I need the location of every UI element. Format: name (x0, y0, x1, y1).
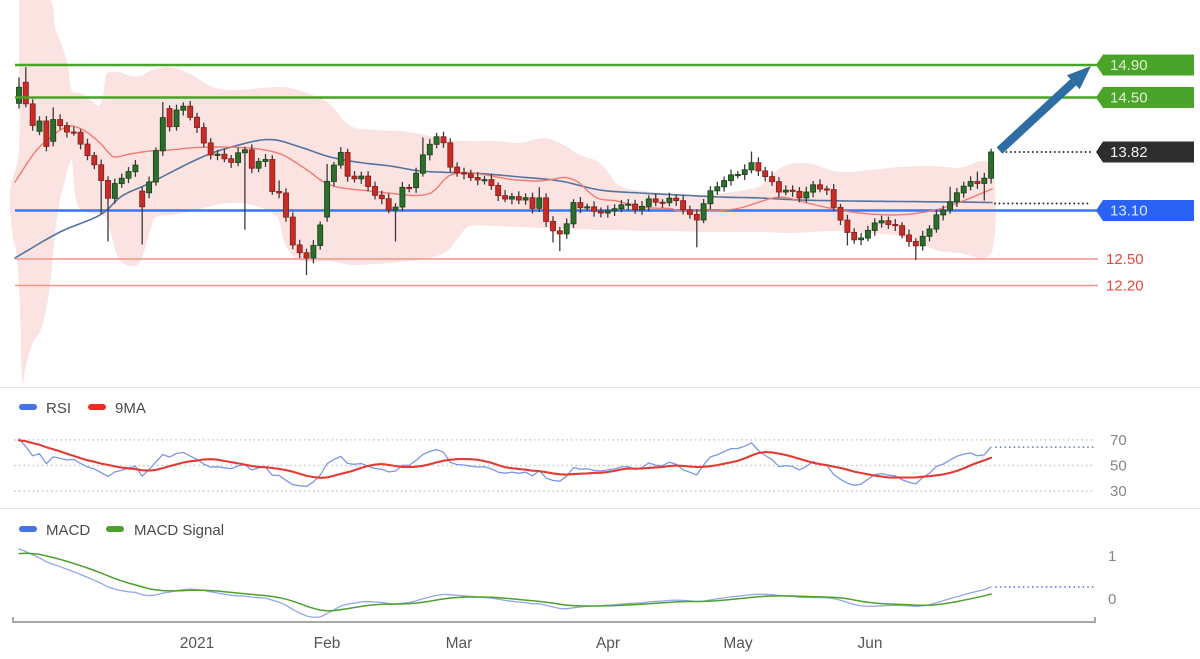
svg-text:Mar: Mar (446, 635, 473, 652)
svg-text:Feb: Feb (314, 635, 341, 652)
svg-text:70: 70 (1110, 432, 1127, 449)
svg-text:13.10: 13.10 (1110, 203, 1148, 220)
svg-text:May: May (723, 635, 753, 652)
svg-text:9MA: 9MA (115, 400, 146, 417)
svg-text:12.20: 12.20 (1106, 278, 1144, 295)
svg-text:14.90: 14.90 (1110, 57, 1148, 74)
svg-text:2021: 2021 (180, 635, 214, 652)
svg-text:13.82: 13.82 (1110, 144, 1148, 161)
svg-text:0: 0 (1108, 591, 1116, 608)
svg-text:Apr: Apr (596, 635, 620, 652)
svg-text:MACD Signal: MACD Signal (134, 522, 224, 539)
svg-text:1: 1 (1108, 548, 1116, 565)
svg-text:Jun: Jun (858, 635, 883, 652)
svg-text:12.50: 12.50 (1106, 251, 1144, 268)
svg-text:30: 30 (1110, 483, 1127, 500)
svg-text:MACD: MACD (46, 522, 90, 539)
svg-text:14.50: 14.50 (1110, 90, 1148, 107)
svg-text:50: 50 (1110, 458, 1127, 475)
svg-text:RSI: RSI (46, 400, 71, 417)
